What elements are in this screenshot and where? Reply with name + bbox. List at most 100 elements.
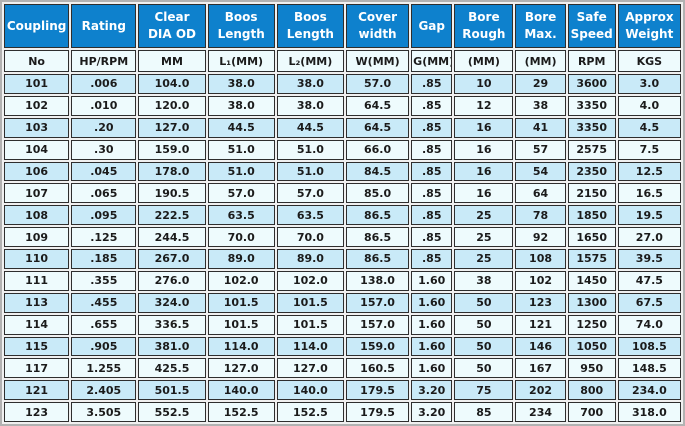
table-cell: .85 — [411, 74, 453, 94]
table-cell: 86.5 — [345, 227, 410, 247]
table-cell: 25 — [454, 249, 514, 269]
table-cell: 121 — [515, 314, 566, 335]
table-cell: 51.0 — [276, 161, 344, 182]
header-line: Safe — [576, 10, 607, 24]
table-cell: 114.0 — [207, 336, 275, 357]
column-header-boos-length-1: Boos Length — [207, 4, 275, 48]
table-cell: .85 — [411, 95, 453, 116]
column-header-bore-rough: Bore Rough — [454, 4, 514, 48]
table-cell: 190.5 — [138, 183, 206, 204]
table-cell: 86.5 — [345, 205, 410, 226]
table-cell: 38 — [454, 270, 514, 291]
table-cell: 67.5 — [617, 292, 681, 313]
table-cell: 74.0 — [617, 314, 681, 335]
header-line: Length — [286, 27, 334, 41]
table-cell: 78 — [515, 205, 566, 226]
table-row: 113.455 324.0 101.5 101.5 157.0 1.60 50 123 1300… — [4, 292, 681, 313]
table-cell: 89.0 — [276, 249, 344, 269]
table-row: 106.045 178.0 51.0 51.0 84.5.85 16 54 2350 12.5 — [4, 161, 681, 182]
column-header-approx-weight: Approx Weight — [617, 4, 681, 48]
table-cell: 16 — [454, 117, 514, 138]
table-cell: 70.0 — [276, 227, 344, 247]
table-cell: .905 — [71, 336, 137, 357]
table-cell: 108 — [515, 249, 566, 269]
table-cell: 101.5 — [207, 314, 275, 335]
table-cell: 1.60 — [411, 292, 453, 313]
table-cell: 123 — [4, 402, 70, 422]
table-cell: 140.0 — [207, 380, 275, 401]
table-cell: 1050 — [567, 336, 616, 357]
table-cell: 44.5 — [207, 117, 275, 138]
header-line: DIA OD — [147, 27, 196, 41]
column-header-boos-length-2: Boos Length — [276, 4, 344, 48]
table-cell: 552.5 — [138, 402, 206, 422]
header-line: Clear — [154, 10, 190, 24]
table-cell: 152.5 — [207, 402, 275, 422]
table-cell: .85 — [411, 117, 453, 138]
table-row: 104.30 159.0 51.0 51.0 66.0.85 16 57 2575 7.5 — [4, 139, 681, 160]
table-cell: 38.0 — [207, 95, 275, 116]
table-cell: 2350 — [567, 161, 616, 182]
table-cell: 19.5 — [617, 205, 681, 226]
table-cell: 63.5 — [207, 205, 275, 226]
table-cell: 57.0 — [345, 74, 410, 94]
table-cell: 222.5 — [138, 205, 206, 226]
table-cell: 63.5 — [276, 205, 344, 226]
table-header: Coupling Rating Clear DIA OD Boos Length B… — [4, 4, 681, 72]
table-cell: 44.5 — [276, 117, 344, 138]
table-cell: 1850 — [567, 205, 616, 226]
table-cell: 102.0 — [276, 270, 344, 291]
unit-cell-mm: MM — [138, 50, 206, 72]
table-cell: 3350 — [567, 117, 616, 138]
table-cell: .455 — [71, 292, 137, 313]
table-cell: 121 — [4, 380, 70, 401]
table-cell: 146 — [515, 336, 566, 357]
header-row: Coupling Rating Clear DIA OD Boos Length B… — [4, 4, 681, 48]
table-cell: 336.5 — [138, 314, 206, 335]
table-cell: 117 — [4, 358, 70, 379]
table-row: 111.355 276.0 102.0 102.0 138.0 1.60 38 102 1450… — [4, 270, 681, 291]
table-cell: .095 — [71, 205, 137, 226]
unit-cell-w-mm: W(MM) — [345, 50, 410, 72]
table-cell: 1.60 — [411, 270, 453, 291]
unit-cell-kgs: KGS — [617, 50, 681, 72]
table-cell: 29 — [515, 74, 566, 94]
table-cell: 16.5 — [617, 183, 681, 204]
table-cell: 123 — [515, 292, 566, 313]
header-line: Length — [217, 27, 265, 41]
table-cell: 160.5 — [345, 358, 410, 379]
unit-cell-hp-rpm: HP/RPM — [71, 50, 137, 72]
table-row: 107.065 190.5 57.0 57.0 85.0.85 16 64 2150 16.5 — [4, 183, 681, 204]
header-line: Weight — [625, 27, 674, 41]
table-cell: 2.405 — [71, 380, 137, 401]
table-row: 114.655 336.5 101.5 101.5 157.0 1.60 50 121 1250… — [4, 314, 681, 335]
table-cell: .85 — [411, 227, 453, 247]
column-header-safe-speed: Safe Speed — [567, 4, 616, 48]
table-cell: 127.0 — [138, 117, 206, 138]
header-line: width — [358, 27, 397, 41]
table-cell: 102 — [515, 270, 566, 291]
table-row: 110.185 267.0 89.0 89.0 86.5.85 25 108 1575 39.5 — [4, 249, 681, 269]
unit-cell-l2-mm: L₂(MM) — [276, 50, 344, 72]
table-cell: 75 — [454, 380, 514, 401]
table-cell: 1650 — [567, 227, 616, 247]
table-body: 101.006 104.0 38.0 38.0 57.0.85 10 29 3600 3.0 10… — [4, 74, 681, 422]
table-cell: 3600 — [567, 74, 616, 94]
table-cell: 950 — [567, 358, 616, 379]
table-cell: .065 — [71, 183, 137, 204]
table-cell: 157.0 — [345, 314, 410, 335]
table-cell: 138.0 — [345, 270, 410, 291]
table-row: 121 2.405 501.5 140.0 140.0 179.5 3.20 75 202 800… — [4, 380, 681, 401]
table-cell: .006 — [71, 74, 137, 94]
table-cell: 57 — [515, 139, 566, 160]
table-cell: 54 — [515, 161, 566, 182]
header-line: Boos — [224, 10, 258, 24]
table-cell: 57.0 — [276, 183, 344, 204]
table-row: 101.006 104.0 38.0 38.0 57.0.85 10 29 3600 3.0 — [4, 74, 681, 94]
column-header-cover-width: Cover width — [345, 4, 410, 48]
table-cell: 1.60 — [411, 358, 453, 379]
table-cell: 115 — [4, 336, 70, 357]
table-cell: 10 — [454, 74, 514, 94]
